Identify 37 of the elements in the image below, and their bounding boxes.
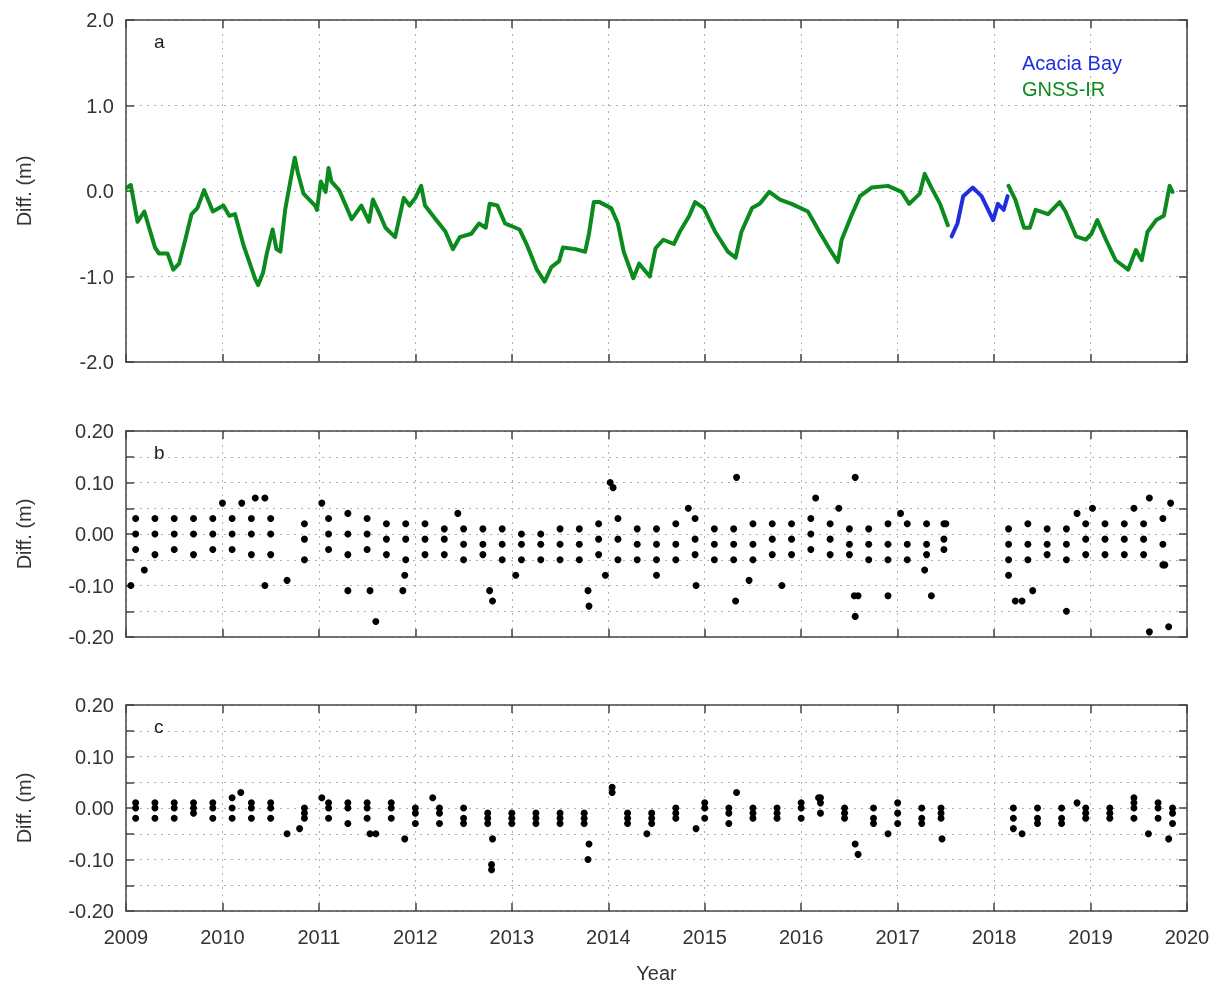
y-tick-label: -0.20	[68, 626, 114, 648]
y-axis-title: Diff. (m)	[13, 498, 35, 570]
y-tick-label: -1.0	[79, 265, 114, 288]
x-tick-label: 2014	[586, 926, 631, 948]
y-tick-label: -0.10	[68, 574, 114, 597]
x-tick-label: 2017	[875, 926, 920, 948]
y-tick-label: 1.0	[86, 94, 114, 117]
y-tick-label: 0.00	[75, 523, 114, 545]
text: GNSS-IR	[1021, 78, 1106, 100]
y-tick-label: 0.00	[75, 797, 114, 819]
y-tick-label: 0.10	[75, 471, 114, 494]
y-tick-label: 0.10	[75, 745, 114, 768]
x-axis-title: Year	[636, 962, 678, 984]
x-tick-label: 2013	[489, 926, 535, 948]
y-tick-label: 2.0	[86, 9, 114, 31]
y-tick-label: -0.10	[68, 848, 114, 871]
annotation: c	[154, 716, 164, 737]
y-tick-label: -0.20	[68, 900, 114, 922]
y-axis-title: Diff. (m)	[13, 772, 35, 844]
x-tick-label: 2010	[200, 926, 245, 948]
x-tick-label: 2016	[778, 926, 824, 948]
x-tick-label: 2012	[393, 926, 438, 948]
x-tick-label: 2009	[103, 926, 149, 948]
annotation: b	[154, 442, 165, 463]
x-tick-label: 2015	[682, 926, 727, 948]
y-tick-label: 0.20	[75, 694, 114, 716]
annotation: a	[154, 31, 165, 52]
y-tick-label: -2.0	[79, 351, 114, 373]
line-series	[949, 185, 1010, 239]
x-tick-label: 2020	[1164, 926, 1210, 948]
y-tick-label: 0.0	[86, 180, 114, 202]
x-tick-label: 2011	[297, 926, 341, 948]
text: Acacia Bay	[1021, 52, 1123, 74]
y-tick-label: 0.20	[75, 420, 114, 442]
x-tick-label: 2019	[1068, 926, 1113, 948]
x-tick-label: 2018	[971, 926, 1017, 948]
y-axis-title: Diff. (m)	[13, 155, 35, 227]
